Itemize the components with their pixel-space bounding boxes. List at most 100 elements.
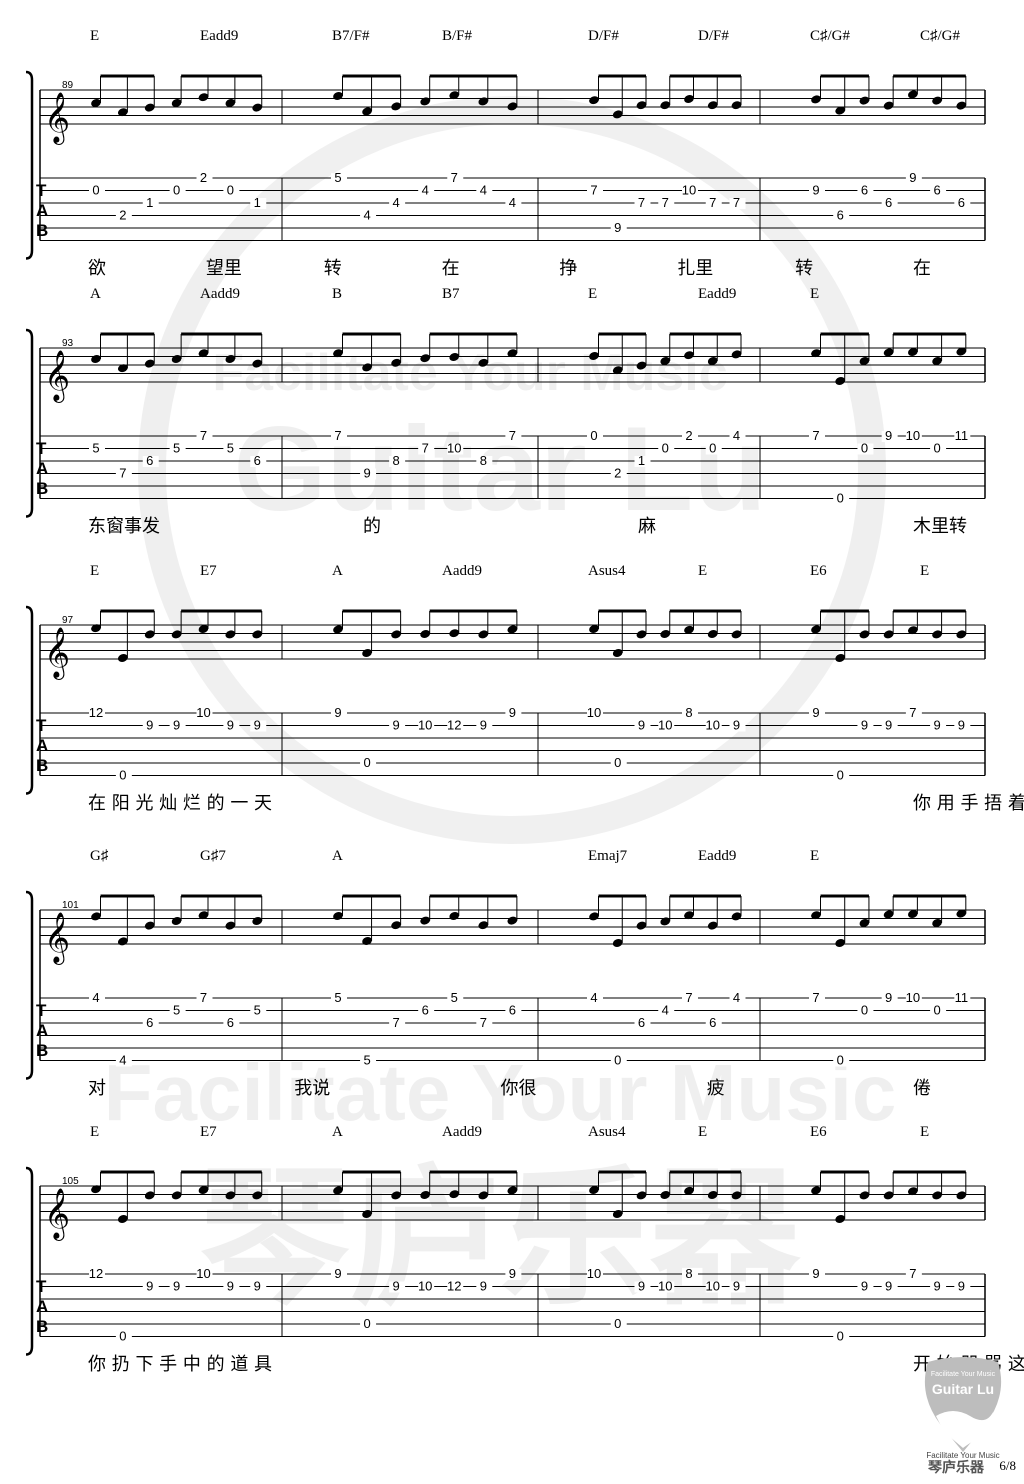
tab-fret-number: 6 <box>958 195 965 210</box>
note-head <box>859 919 870 927</box>
tab-label-a: A <box>36 1297 48 1316</box>
tab-fret-bg <box>705 1018 722 1029</box>
tab-label-t: T <box>36 439 47 458</box>
note-head <box>811 911 821 920</box>
note-head <box>859 96 870 105</box>
tab-fret-number: 8 <box>393 453 400 468</box>
chord-name: B/F# <box>442 28 473 44</box>
tab-fret-bg <box>223 1018 240 1029</box>
chord-name: Emaj7 <box>588 848 628 864</box>
tab-fret-bg <box>418 443 435 455</box>
tab-fret-bg <box>447 443 464 455</box>
note-head <box>118 654 128 662</box>
chord-name: A <box>332 563 343 579</box>
tab-fret-number: 1 <box>146 195 153 210</box>
logo-brand-cn-text: 琴庐乐器 <box>928 1459 985 1474</box>
note-head <box>859 357 870 365</box>
chord-name: Asus4 <box>588 1124 626 1140</box>
tab-fret-number: 12 <box>89 705 103 720</box>
note-head <box>932 96 942 105</box>
tab-fret-bg <box>142 1018 159 1029</box>
tab-fret-bg <box>447 1281 464 1293</box>
tab-fret-bg <box>954 431 971 442</box>
tab-fret-number: 8 <box>480 453 487 468</box>
chord-name: C♯/G# <box>920 28 961 44</box>
tab-fret-number: 10 <box>706 1279 720 1294</box>
note-head <box>956 909 967 918</box>
tab-fret-bg <box>331 993 347 1004</box>
tab-fret-number: 9 <box>812 1266 819 1281</box>
tab-fret-bg <box>905 993 922 1004</box>
note-head <box>707 921 718 930</box>
chord-name: E7 <box>200 563 217 579</box>
tab-fret-number: 9 <box>812 183 819 198</box>
tab-fret-number: 5 <box>363 1053 370 1068</box>
tab-fret-bg <box>705 720 722 732</box>
note-head <box>731 630 742 639</box>
tab-fret-bg <box>905 708 922 719</box>
note-head <box>333 912 343 920</box>
chord-name: Eadd9 <box>698 286 736 302</box>
note-head <box>811 95 821 104</box>
tab-fret-bg <box>89 708 105 719</box>
tab-fret-number: 7 <box>685 990 692 1005</box>
tab-fret-number: 10 <box>906 990 920 1005</box>
tab-fret-number: 0 <box>662 441 669 456</box>
note-head <box>171 630 182 639</box>
note-head <box>118 364 128 373</box>
note-head <box>252 103 263 112</box>
tab-fret-number: 4 <box>363 208 370 223</box>
tab-fret-number: 9 <box>146 1279 153 1294</box>
treble-clef-icon: 𝄞 <box>44 912 70 965</box>
tab-fret-bg <box>115 770 132 782</box>
note-head <box>420 97 431 106</box>
tab-fret-bg <box>360 210 377 222</box>
note-head <box>507 1186 518 1195</box>
tab-fret-bg <box>389 1281 406 1293</box>
logo-top-text: Facilitate Your Music <box>931 1371 996 1378</box>
tab-fret-bg <box>682 185 698 197</box>
tab-fret-bg <box>389 720 406 732</box>
tab-fret-number: 9 <box>885 428 892 443</box>
tab-fret-number: 10 <box>447 441 461 456</box>
tab-fret-number: 2 <box>614 466 621 481</box>
tab-fret-bg <box>389 1018 406 1029</box>
tab-fret-bg <box>610 1055 627 1067</box>
watermark-text-2: Guitar Lu <box>233 402 766 536</box>
tab-fret-bg <box>169 720 186 732</box>
tab-fret-number: 4 <box>422 183 429 198</box>
tab-fret-number: 7 <box>709 195 716 210</box>
note-head <box>932 1191 942 1200</box>
tab-fret-bg <box>881 198 898 209</box>
tab-fret-number: 6 <box>146 1015 153 1030</box>
tab-fret-bg <box>250 720 267 732</box>
note-head <box>507 102 518 111</box>
tab-fret-bg <box>115 468 132 480</box>
note-head <box>731 101 742 110</box>
tab-fret-number: 9 <box>254 718 261 733</box>
bar-number: 97 <box>62 615 74 626</box>
chord-name: G♯7 <box>200 848 226 864</box>
tab-fret-bg <box>705 443 722 455</box>
note-head <box>859 1191 870 1200</box>
note-head <box>612 366 623 375</box>
tab-fret-bg <box>331 173 347 184</box>
tab-fret-bg <box>809 431 825 442</box>
note-head <box>956 1191 967 1200</box>
tab-fret-number: 9 <box>933 1279 940 1294</box>
note-head <box>707 101 718 110</box>
tab-fret-number: 10 <box>682 183 696 198</box>
tab-fret-number: 0 <box>119 1329 126 1344</box>
chord-name: A <box>332 848 343 864</box>
tab-fret-number: 0 <box>227 183 234 198</box>
note-head <box>612 649 623 657</box>
note-head <box>333 349 343 358</box>
tab-fret-bg <box>682 993 698 1004</box>
note-head <box>171 1191 182 1200</box>
note-head <box>362 107 372 116</box>
note-head <box>684 1186 694 1195</box>
tab-fret-number: 9 <box>638 1279 645 1294</box>
tab-fret-number: 9 <box>933 718 940 733</box>
note-head <box>225 1191 236 1200</box>
